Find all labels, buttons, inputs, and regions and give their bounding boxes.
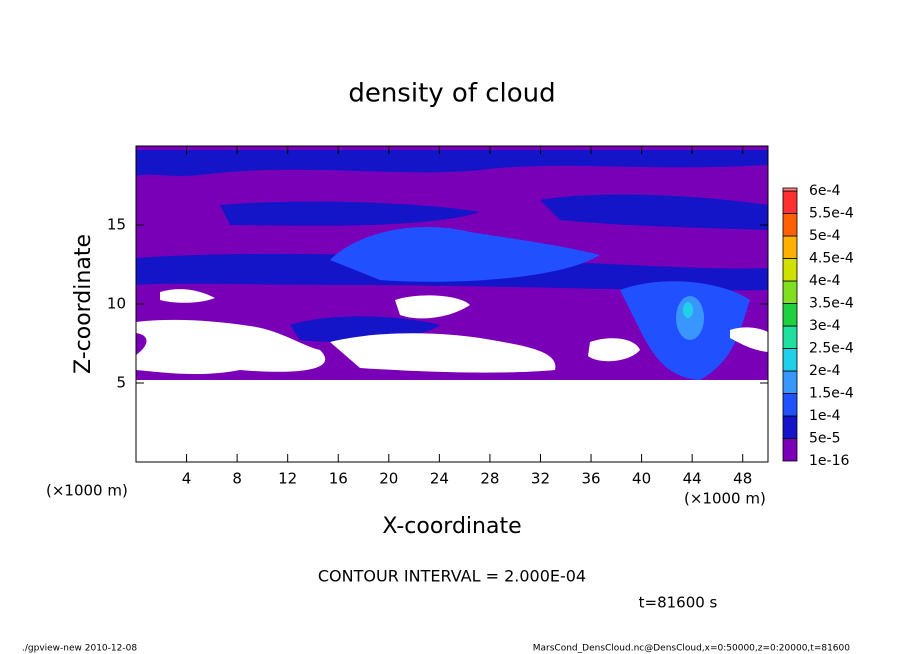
colorbar-label: 1e-16 <box>809 453 849 469</box>
x-tick-label: 28 <box>480 470 499 488</box>
colorbar-label: 2.5e-4 <box>809 341 854 357</box>
x-axis-label: X-coordinate <box>382 514 521 539</box>
colorbar-band <box>782 393 798 417</box>
colorbar-band <box>782 303 798 327</box>
colorbar-label: 1.5e-4 <box>809 386 854 402</box>
y-tick-label: 5 <box>116 374 126 392</box>
colorbar-label: 4e-4 <box>809 273 841 289</box>
colorbar-label: 4.5e-4 <box>809 251 854 267</box>
x-unit-label: (×1000 m) <box>46 482 128 500</box>
contour-field <box>136 146 768 462</box>
colorbar-band <box>782 370 798 394</box>
x-tick-label: 32 <box>531 470 550 488</box>
y-axis-label: Z-coordinate <box>71 234 96 374</box>
x-tick-label: 36 <box>581 470 600 488</box>
y-tick-label: 10 <box>107 295 126 313</box>
x-tick-label: 44 <box>683 470 702 488</box>
x-tick-label: 8 <box>232 470 242 488</box>
colorbar-band <box>782 235 798 259</box>
x-tick-label: 4 <box>182 470 192 488</box>
colorbar-label: 1e-4 <box>809 408 841 424</box>
colorbar-band <box>782 438 798 462</box>
colorbar-label: 6e-4 <box>809 183 841 199</box>
colorbar-label: 2e-4 <box>809 363 841 379</box>
contour-interval: CONTOUR INTERVAL = 2.000E-04 <box>318 567 586 586</box>
x-unit-label: (×1000 m) <box>684 490 766 508</box>
colorbar-band <box>782 325 798 349</box>
colorbar-label: 5.5e-4 <box>809 206 854 222</box>
x-tick-label: 16 <box>329 470 348 488</box>
footer: ./gpview-new 2010-12-08 <box>22 644 137 654</box>
time-label: t=81600 s <box>639 594 718 612</box>
colorbar-label: 3e-4 <box>809 318 841 334</box>
colorbar-band <box>782 213 798 237</box>
colorbar-band <box>782 187 798 192</box>
colorbar-band <box>782 190 798 214</box>
colorbar-band <box>782 348 798 372</box>
x-tick-label: 24 <box>430 470 449 488</box>
colorbar-band <box>782 258 798 282</box>
colorbar-band <box>782 280 798 304</box>
x-tick-label: 48 <box>733 470 752 488</box>
colorbar-label: 3.5e-4 <box>809 296 854 312</box>
x-tick-label: 12 <box>278 470 297 488</box>
colorbar-label: 5e-5 <box>809 431 840 447</box>
colorbar-label: 5e-4 <box>809 228 841 244</box>
x-tick-label: 20 <box>379 470 398 488</box>
footer: MarsCond_DensCloud.nc@DensCloud,x=0:5000… <box>533 644 850 654</box>
x-tick-label: 40 <box>632 470 651 488</box>
y-tick-label: 15 <box>107 216 126 234</box>
colorbar-band <box>782 415 798 439</box>
chart-title: density of cloud <box>348 79 555 109</box>
